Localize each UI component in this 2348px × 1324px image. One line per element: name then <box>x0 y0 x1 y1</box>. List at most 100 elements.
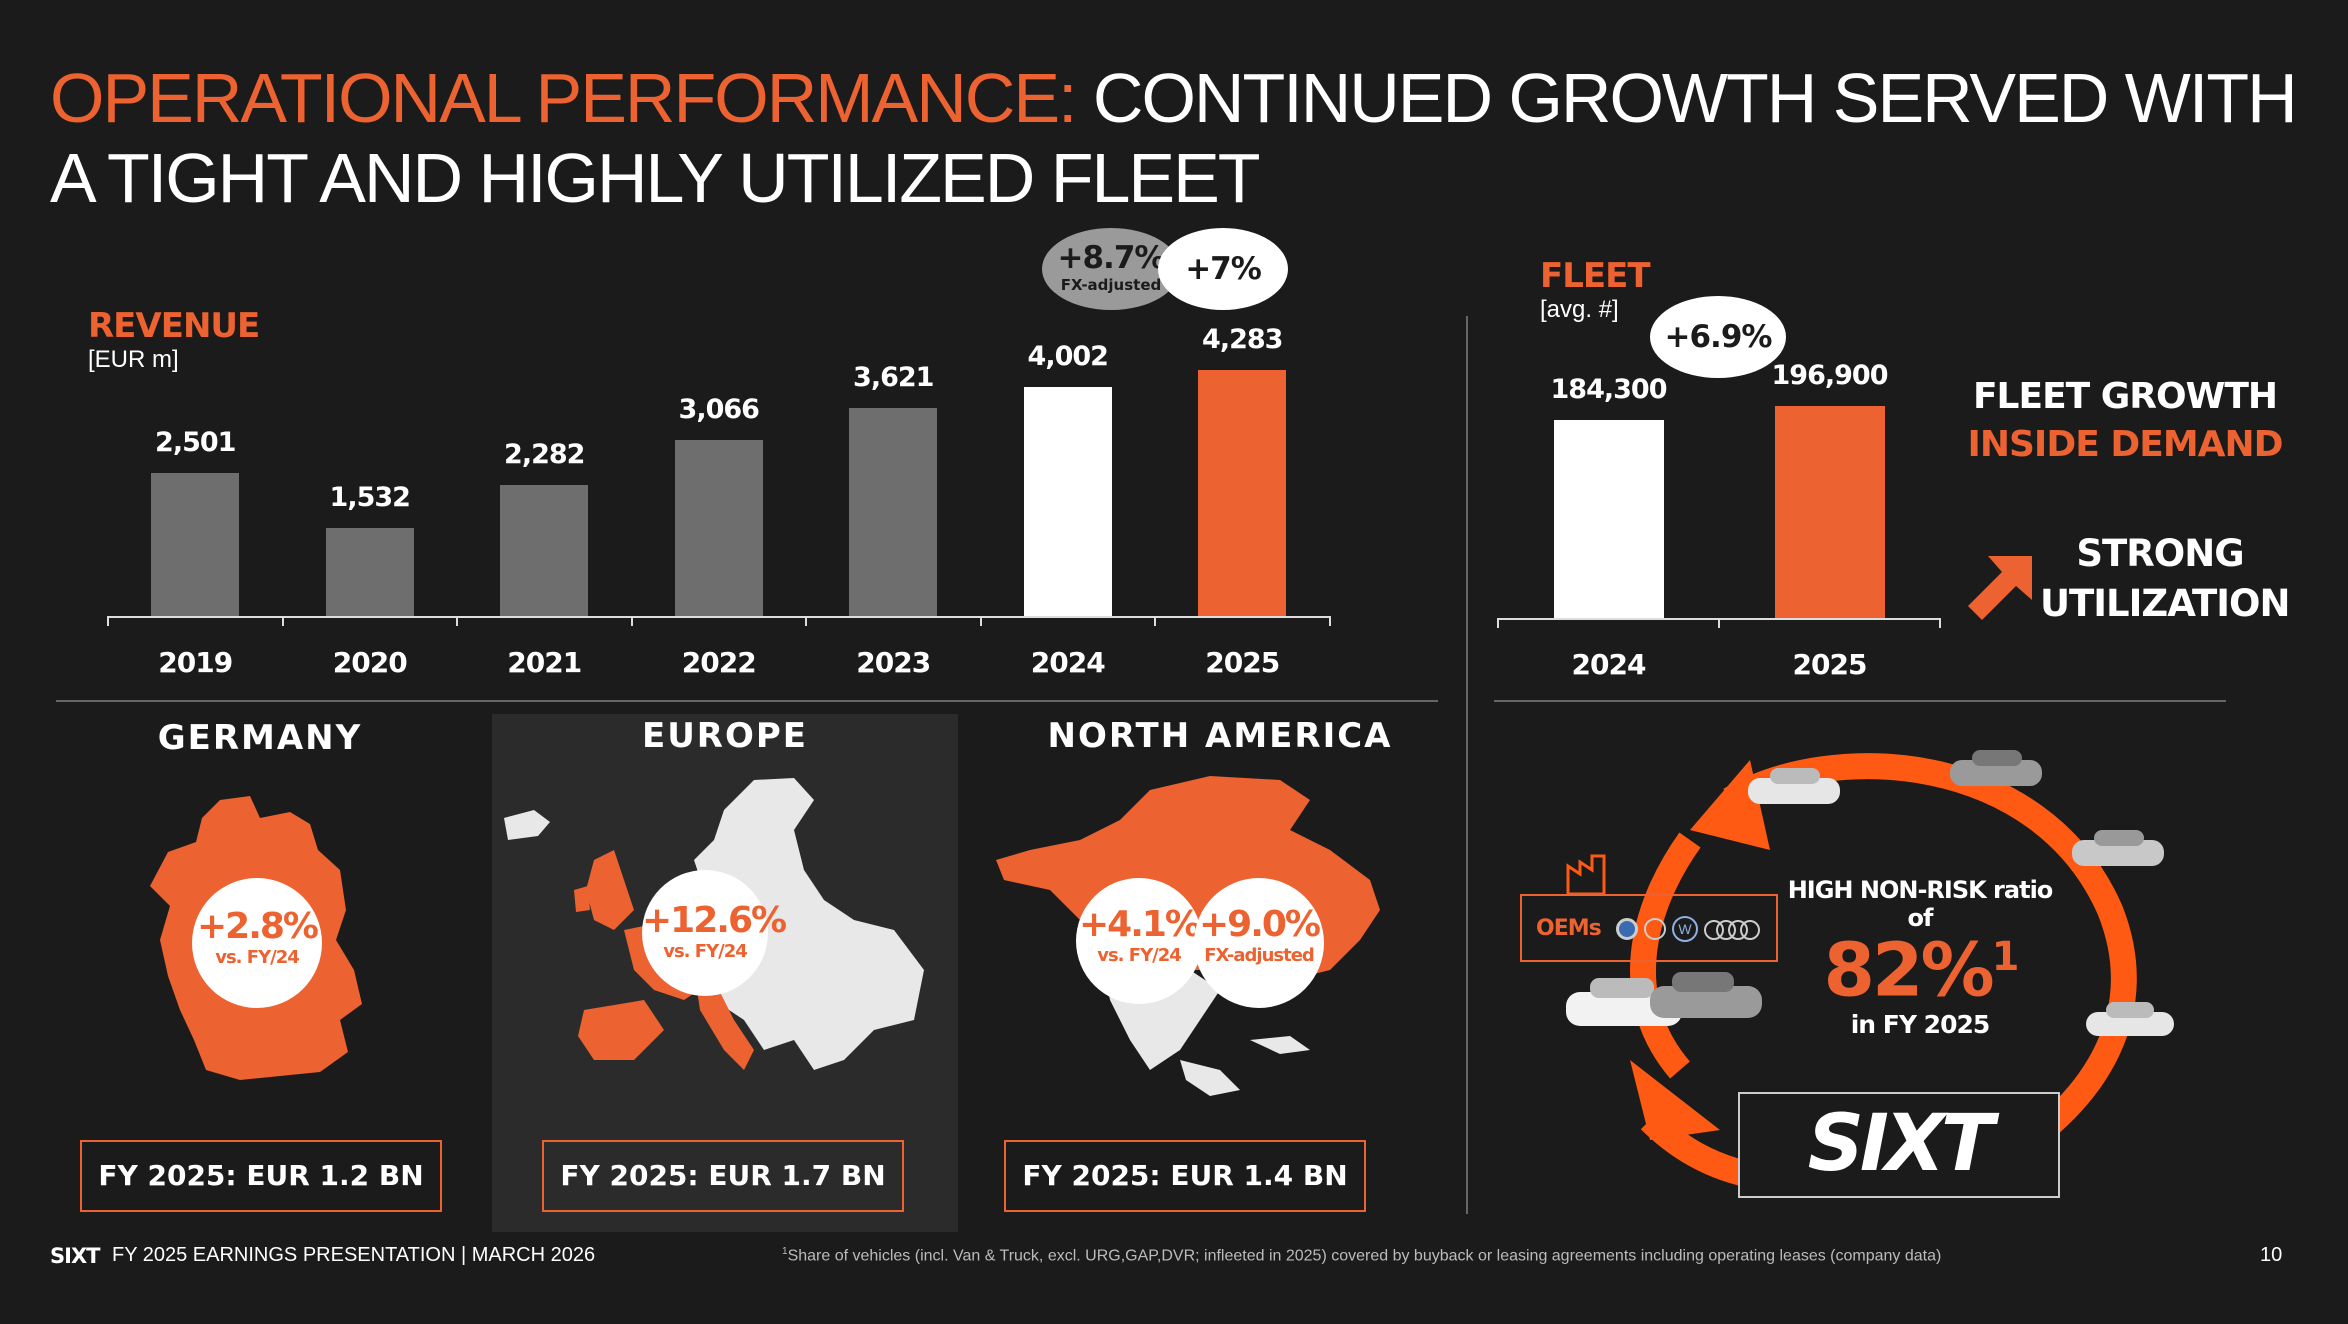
bmw-logo-icon <box>1616 918 1638 940</box>
bar-value-label: 3,066 <box>678 394 760 426</box>
car-icon <box>1950 750 2042 786</box>
horizontal-divider-left <box>56 700 1438 702</box>
chart-bar <box>849 408 938 616</box>
europe-growth-note: vs. FY/24 <box>663 941 748 962</box>
car-icon <box>1566 978 1682 1026</box>
revenue-fx-growth-bubble: +8.7% FX-adjusted <box>1042 228 1180 310</box>
bar-category-label: 2019 <box>158 646 233 679</box>
revenue-fx-note: FX-adjusted <box>1060 276 1162 294</box>
region-title-europe: EUROPE <box>641 716 809 756</box>
bar-category-label: 2022 <box>681 646 757 679</box>
germany-growth: +2.8% <box>196 906 319 947</box>
vw-logo-icon: W <box>1672 916 1698 942</box>
car-icon <box>1650 972 1762 1018</box>
nonrisk-value: 82% <box>1823 927 1995 1014</box>
chart-tick <box>1328 616 1331 626</box>
fleet-growth-line2: INSIDE DEMAND <box>1967 424 2283 465</box>
north-america-fx-badge: +9.0% FX-adjusted <box>1194 878 1324 1008</box>
util-line2: UTILIZATION <box>2040 582 2290 625</box>
bar-value-label: 4,283 <box>1202 324 1283 356</box>
chart-bar <box>151 472 240 616</box>
north-america-fx-growth: +9.0% <box>1198 904 1321 945</box>
mercedes-logo-icon <box>1644 918 1666 940</box>
north-america-growth-badge: +4.1% vs. FY/24 <box>1076 878 1202 1004</box>
footer-footnote-wrap: 1Share of vehicles (incl. Van & Truck, e… <box>782 1246 2022 1265</box>
bar-category-label: 2025 <box>1792 648 1868 681</box>
chart-tick <box>456 616 458 626</box>
fleet-growth-bubble: +6.9% <box>1650 296 1786 378</box>
nonrisk-value-wrap: 82%1 <box>1780 912 2060 1016</box>
footnote-mark: 1 <box>782 1246 788 1257</box>
chart-bar <box>1553 419 1664 618</box>
chart-tick <box>805 616 807 626</box>
nonrisk-heading: HIGH NON-RISK ratio of <box>1787 876 2054 932</box>
north-america-revenue-box: FY 2025: EUR 1.4 BN <box>1004 1140 1366 1212</box>
germany-growth-note: vs. FY/24 <box>215 947 300 968</box>
region-title-north-america: NORTH AMERICA <box>1047 716 1393 756</box>
chart-tick <box>1718 618 1720 628</box>
bar-category-label: 2023 <box>856 646 931 679</box>
footer-footnote: Share of vehicles (incl. Van & Truck, ex… <box>787 1247 1942 1265</box>
north-america-fx-note: FX-adjusted <box>1204 945 1315 966</box>
revenue-unit: [EUR m] <box>88 346 179 373</box>
sixt-logo: SIXT <box>1807 1099 1995 1189</box>
title-line1: CONTINUED GROWTH SERVED WITH <box>1075 59 2298 137</box>
bar-value-label: 196,900 <box>1771 360 1889 392</box>
nonrisk-footnote-mark: 1 <box>1991 934 2020 980</box>
sixt-logo-box: SIXT <box>1738 1092 2060 1198</box>
chart-bar <box>1198 370 1287 616</box>
north-america-growth: +4.1% <box>1078 904 1201 945</box>
chart-tick <box>1497 618 1499 628</box>
oems-box: OEMs W <box>1520 894 1778 962</box>
europe-revenue-box: FY 2025: EUR 1.7 BN <box>542 1140 904 1212</box>
factory-icon <box>1566 854 1606 896</box>
bar-category-label: 2024 <box>1030 646 1106 679</box>
cycle-arc-right <box>1723 753 2137 1172</box>
fleet-growth-line1: FLEET GROWTH <box>1972 376 2278 417</box>
footer-logo: SIXT <box>50 1244 100 1268</box>
bar-value-label: 2,282 <box>504 439 585 471</box>
fleet-unit: [avg. #] <box>1540 296 1619 323</box>
chart-tick <box>1939 618 1941 628</box>
europe-growth-badge: +12.6% vs. FY/24 <box>642 870 787 996</box>
bar-value-label: 4,002 <box>1027 340 1109 372</box>
revenue-growth-bubble: +7% <box>1158 228 1288 310</box>
germany-revenue-box: FY 2025: EUR 1.2 BN <box>80 1140 442 1212</box>
slide-title: OPERATIONAL PERFORMANCE: CONTINUED GROWT… <box>50 58 2300 218</box>
page-number: 10 <box>2260 1244 2283 1266</box>
chart-bar <box>325 528 414 616</box>
bar-value-label: 184,300 <box>1550 373 1668 405</box>
bar-category-label: 2025 <box>1205 646 1280 679</box>
bar-category-label: 2020 <box>332 646 408 679</box>
arrow-up-right-icon <box>1968 556 2032 620</box>
chart-axis <box>108 616 1330 618</box>
germany-growth-badge: +2.8% vs. FY/24 <box>192 878 322 1008</box>
horizontal-divider-right <box>1494 700 2226 702</box>
region-title-germany: GERMANY <box>157 718 363 758</box>
bar-category-label: 2021 <box>507 646 582 679</box>
title-accent: OPERATIONAL PERFORMANCE: <box>50 59 1077 137</box>
nonrisk-period: in FY 2025 <box>1850 1010 1991 1039</box>
car-icon <box>2086 1002 2174 1036</box>
revenue-label: REVENUE <box>88 306 260 346</box>
footer-text: FY 2025 EARNINGS PRESENTATION | MARCH 20… <box>112 1244 596 1266</box>
cycle-arrowhead-top <box>1690 760 1770 850</box>
car-icon <box>1748 768 1840 804</box>
chart-bar <box>1774 406 1885 618</box>
chart-tick <box>630 616 633 626</box>
north-america-growth-note: vs. FY/24 <box>1097 945 1182 966</box>
cycle-arc-left <box>1630 832 1701 1079</box>
chart-bar <box>500 485 589 616</box>
revenue-fx-growth: +8.7% <box>1057 240 1166 276</box>
bar-category-label: 2024 <box>1571 648 1647 681</box>
title-line2: A TIGHT AND HIGHLY UTILIZED FLEET <box>50 139 1261 217</box>
util-line1: STRONG <box>2076 532 2244 575</box>
chart-tick <box>1154 616 1156 626</box>
oems-label: OEMs <box>1536 916 1602 941</box>
car-icon <box>2072 830 2164 866</box>
bar-value-label: 1,532 <box>329 482 411 514</box>
bar-value-label: 2,501 <box>155 426 236 458</box>
europe-growth: +12.6% <box>642 900 787 941</box>
vertical-divider <box>1466 316 1468 1214</box>
audi-logo-icon <box>1704 920 1762 940</box>
